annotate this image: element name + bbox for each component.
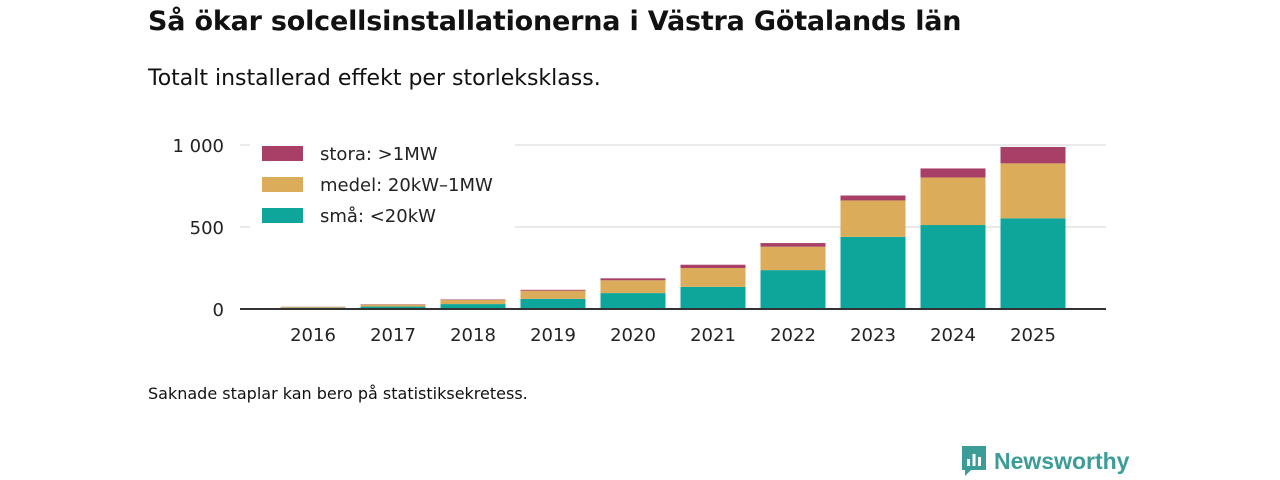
bar-segment: [520, 298, 586, 309]
bar-segment: [840, 195, 906, 201]
x-tick-label: 2016: [290, 325, 336, 346]
bar-segment: [280, 306, 346, 308]
legend-swatch: [262, 208, 303, 223]
bar-segment: [1000, 218, 1066, 309]
bar-segment: [600, 293, 666, 309]
legend-swatch: [262, 177, 303, 192]
x-tick-label: 2017: [370, 325, 416, 346]
x-tick-label: 2022: [770, 325, 816, 346]
bar-segment: [440, 304, 506, 309]
y-axis: 0 500 1 000: [172, 136, 224, 321]
bar-segment: [680, 264, 746, 268]
newsworthy-logo[interactable]: Newsworthy: [960, 444, 1129, 478]
bar-segment: [1000, 163, 1066, 219]
y-tick-label: 500: [190, 218, 224, 239]
x-tick-label: 2023: [850, 325, 896, 346]
bar-segment: [600, 280, 666, 294]
bar-segment: [600, 278, 666, 281]
bar-segment: [760, 270, 826, 309]
legend-label: medel: 20kW–1MW: [320, 175, 493, 196]
legend: stora: >1MW medel: 20kW–1MW små: <20kW: [250, 140, 515, 228]
bar-segment: [520, 289, 586, 291]
x-tick-label: 2019: [530, 325, 576, 346]
bar-segment: [360, 304, 426, 307]
bar-segment: [520, 290, 586, 299]
y-tick-label: 1 000: [172, 136, 224, 157]
x-tick-label: 2018: [450, 325, 496, 346]
bars: [280, 146, 1066, 309]
x-tick-label: 2020: [610, 325, 656, 346]
bar-segment: [760, 246, 826, 271]
bar-segment: [920, 225, 986, 309]
bar-segment: [920, 177, 986, 226]
bar-segment: [760, 243, 826, 247]
bar-segment: [440, 299, 506, 305]
bar-segment: [920, 168, 986, 178]
chart-title: Så ökar solcellsinstallationerna i Västr…: [148, 6, 962, 37]
bar-segment: [840, 236, 906, 309]
legend-label: stora: >1MW: [320, 144, 438, 165]
legend-swatch: [262, 146, 303, 161]
footnote: Saknade staplar kan bero på statistiksek…: [148, 384, 528, 403]
bar-segment: [1000, 146, 1066, 164]
bar-segment: [680, 286, 746, 309]
chart-subtitle: Totalt installerad effekt per storlekskl…: [148, 66, 601, 91]
x-tick-label: 2021: [690, 325, 736, 346]
x-tick-label: 2025: [1010, 325, 1056, 346]
legend-label: små: <20kW: [320, 206, 436, 227]
newsworthy-logo-icon: [962, 446, 986, 476]
x-axis: 2016 2017 2018 2019 2020 2021 2022 2023 2024 2025: [240, 308, 1106, 346]
bar-segment: [680, 268, 746, 287]
bar-segment: [840, 200, 906, 237]
brand-name: Newsworthy: [994, 447, 1130, 474]
bar-segment: [360, 306, 426, 309]
y-tick-label: 0: [213, 300, 224, 321]
x-tick-label: 2024: [930, 325, 976, 346]
